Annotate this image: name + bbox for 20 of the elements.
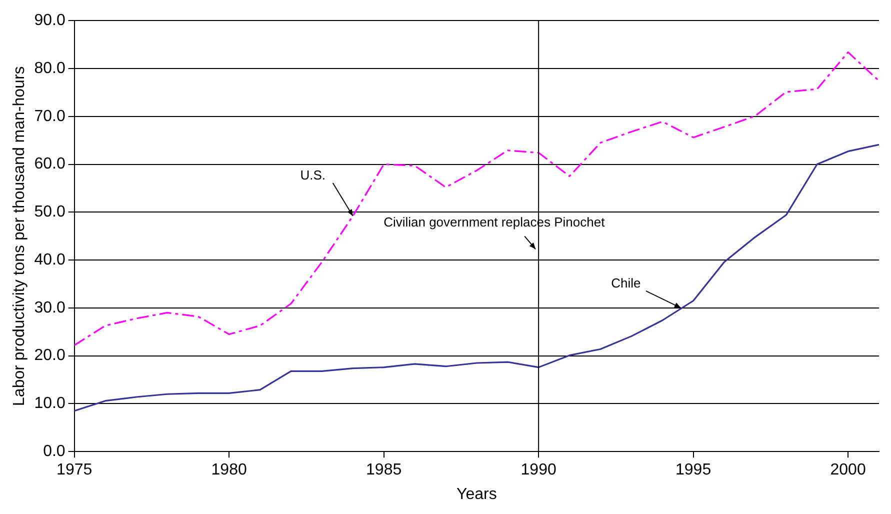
- y-tick-label: 0.0: [43, 443, 66, 460]
- y-tick-label: 50.0: [34, 204, 66, 221]
- x-tick-label: 1990: [520, 462, 556, 479]
- y-axis-title: Labor productivity tons per thousand man-hours: [11, 66, 28, 406]
- x-tick-label: 1985: [366, 462, 402, 479]
- y-tick-label: 30.0: [34, 299, 66, 316]
- x-tick-label: 2000: [830, 462, 866, 479]
- annotation: Chile: [611, 276, 641, 291]
- y-tick-label: 80.0: [34, 60, 66, 77]
- x-tick-label: 1975: [56, 462, 92, 479]
- y-tick-label: 70.0: [34, 108, 66, 125]
- y-tick-label: 90.0: [34, 12, 66, 30]
- y-tick-label: 40.0: [34, 251, 66, 268]
- y-tick-label: 10.0: [34, 395, 66, 412]
- annotation: U.S.: [300, 168, 326, 183]
- x-tick-label: 1980: [211, 462, 247, 479]
- y-tick-label: 20.0: [34, 347, 66, 364]
- y-tick-label: 60.0: [34, 156, 66, 173]
- x-axis-title: Years: [456, 486, 497, 503]
- x-tick-label: 1995: [676, 462, 712, 479]
